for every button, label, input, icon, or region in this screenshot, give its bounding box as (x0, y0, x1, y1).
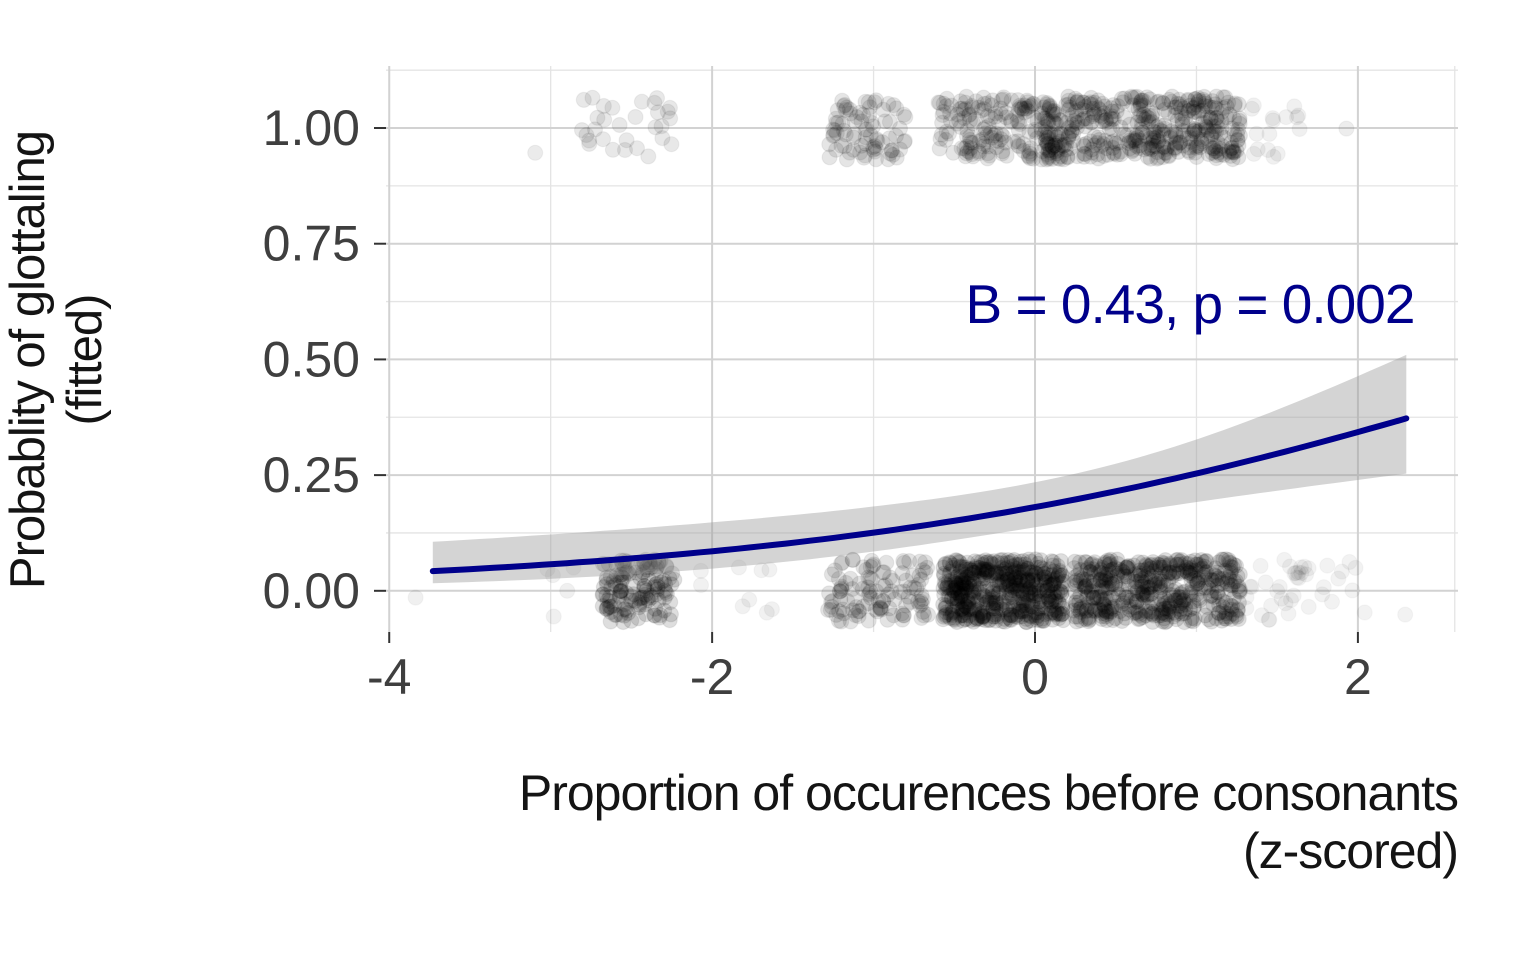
y-axis-title-line1: Probablity of glottaling (1, 130, 55, 590)
y-tick-label: 0.00 (263, 563, 360, 619)
minor-gridlines (386, 66, 1458, 632)
y-tick-label: 0.50 (263, 331, 360, 387)
fitted-curve (429, 415, 1410, 575)
y-tick-label: 0.25 (263, 447, 360, 503)
regression-annotation: B = 0.43, p = 0.002 (965, 272, 1416, 335)
confidence-ribbon (432, 354, 1407, 584)
scatter-points (408, 88, 1413, 631)
x-axis-title-line1: Proportion of occurences before consonan… (518, 765, 1459, 821)
y-tick-labels: 0.00 0.25 0.50 0.75 1.00 (263, 100, 360, 619)
x-tick-label: 0 (1021, 649, 1049, 705)
x-axis-title-line2: (z-scored) (1242, 823, 1459, 879)
x-tick-label: -4 (367, 649, 411, 705)
x-axis-title: Proportion of occurences before consonan… (358, 764, 1459, 880)
y-tick-label: 1.00 (263, 100, 360, 156)
major-gridlines (386, 66, 1458, 632)
x-tick-label: -2 (690, 649, 734, 705)
axis-ticks (374, 127, 1359, 643)
x-tick-label: 2 (1344, 649, 1372, 705)
x-tick-labels: -4 -2 0 2 (367, 649, 1372, 705)
y-tick-label: 0.75 (263, 216, 360, 272)
y-axis-title: Probablity of glottaling (fitted) (0, 50, 130, 670)
y-axis-title-line2: (fitted) (58, 294, 112, 426)
